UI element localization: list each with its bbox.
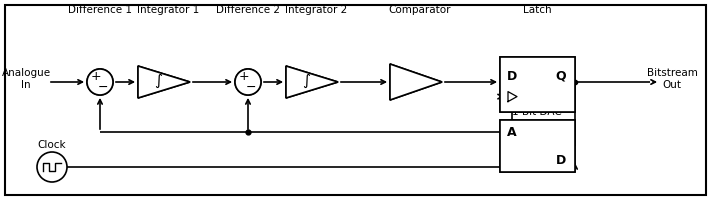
Text: D: D: [507, 70, 517, 83]
Text: +: +: [239, 71, 250, 84]
Polygon shape: [286, 66, 338, 98]
Circle shape: [87, 69, 113, 95]
Bar: [500, 57, 575, 112]
Text: ∫: ∫: [301, 72, 310, 88]
Circle shape: [235, 69, 261, 95]
Text: A: A: [507, 126, 517, 138]
Text: Integrator 2: Integrator 2: [285, 5, 347, 15]
Text: 1-Bit DAC: 1-Bit DAC: [512, 107, 562, 117]
Text: −: −: [246, 80, 256, 94]
Text: ∫: ∫: [301, 72, 310, 88]
Polygon shape: [390, 64, 442, 100]
Text: Integrator 1: Integrator 1: [137, 5, 199, 15]
Bar: [500, 120, 575, 172]
Circle shape: [37, 152, 67, 182]
Text: +: +: [91, 71, 101, 84]
Text: Latch: Latch: [523, 5, 551, 15]
Text: +: +: [239, 71, 250, 84]
Text: Q: Q: [556, 70, 567, 83]
Text: −: −: [97, 80, 108, 94]
Text: ∫: ∫: [154, 72, 162, 88]
Text: D: D: [556, 154, 566, 166]
Polygon shape: [390, 64, 442, 100]
Text: Comparator: Comparator: [389, 5, 451, 15]
Bar: [500, 120, 575, 172]
Text: Clock: Clock: [38, 140, 66, 150]
Polygon shape: [138, 66, 190, 98]
Text: −: −: [246, 80, 256, 94]
Text: Bitstream
Out: Bitstream Out: [646, 68, 697, 90]
Circle shape: [235, 69, 261, 95]
Text: Analogue
In: Analogue In: [1, 68, 50, 90]
Bar: [500, 57, 575, 112]
Text: Difference 2: Difference 2: [216, 5, 280, 15]
Circle shape: [87, 69, 113, 95]
Text: D: D: [507, 70, 517, 83]
Text: Q: Q: [556, 70, 567, 83]
Text: ∫: ∫: [154, 72, 162, 88]
Text: +: +: [91, 71, 101, 84]
Text: −: −: [97, 80, 108, 94]
Text: A: A: [507, 126, 517, 138]
Polygon shape: [286, 66, 338, 98]
Text: D: D: [556, 154, 566, 166]
Polygon shape: [138, 66, 190, 98]
Text: Difference 1: Difference 1: [68, 5, 132, 15]
